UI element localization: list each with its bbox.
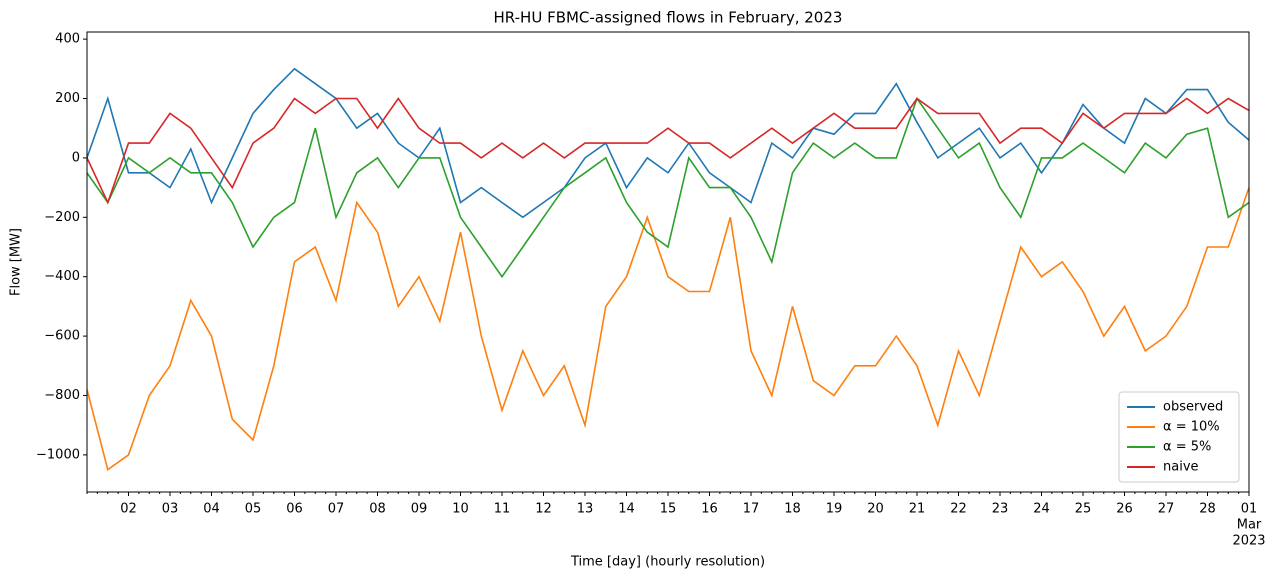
x-tick-label: 15: [660, 502, 677, 517]
legend-label: α = 10%: [1163, 420, 1220, 435]
y-axis-label: Flow [MW]: [9, 228, 24, 296]
legend-label: naive: [1163, 460, 1199, 475]
y-tick-label: −800: [44, 388, 80, 403]
y-tick-label: 0: [72, 150, 80, 165]
x-tick-label: 07: [328, 502, 345, 517]
x-tick-label: 10: [452, 502, 469, 517]
x-tick-label: 02: [120, 502, 137, 517]
x-tick-label: 11: [494, 502, 511, 517]
x-tick-label: 22: [950, 502, 967, 517]
chart-title: HR-HU FBMC-assigned flows in February, 2…: [494, 9, 843, 27]
x-tick-label: 12: [535, 502, 552, 517]
series-line: [87, 67, 1249, 219]
y-tick-label: 200: [55, 91, 80, 106]
series-line: [87, 96, 1249, 279]
x-tick-label: 28: [1199, 502, 1216, 517]
x-tick-label: 03: [162, 502, 179, 517]
x-tick-label: 04: [203, 502, 220, 517]
y-tick-label: −200: [44, 210, 80, 225]
x-tick-label: 06: [286, 502, 303, 517]
x-tick-label: 13: [577, 502, 594, 517]
x-tick-label: 23: [992, 502, 1009, 517]
x-tick-label: 01: [1241, 502, 1258, 517]
plot-frame: [86, 31, 1250, 493]
y-tick-label: −1000: [36, 447, 80, 462]
y-tick-label: 400: [55, 32, 80, 47]
x-tick-label: 21: [909, 502, 926, 517]
y-tick-label: −600: [44, 329, 80, 344]
legend-label: α = 5%: [1163, 440, 1211, 455]
legend-label: observed: [1163, 400, 1223, 415]
x-tick-label: 24: [1033, 502, 1050, 517]
y-tick-label: −400: [44, 269, 80, 284]
x-tick-label: 05: [245, 502, 262, 517]
x-tick-label: 27: [1158, 502, 1175, 517]
x-tick-label: 17: [743, 502, 760, 517]
series-line: [87, 97, 1249, 205]
x-tick-label: 18: [784, 502, 801, 517]
legend-box: [1118, 391, 1240, 483]
x-tick-label: 16: [701, 502, 718, 517]
x-tick-label: 26: [1116, 502, 1133, 517]
series-line: [87, 187, 1249, 472]
x-tick-label: 19: [826, 502, 843, 517]
x-tick-sublabel: Mar: [1237, 518, 1262, 533]
x-tick-label: 14: [618, 502, 635, 517]
x-tick-label: 20: [867, 502, 884, 517]
x-tick-label: 08: [369, 502, 386, 517]
x-tick-sublabel: 2023: [1232, 534, 1265, 549]
x-axis-label: Time [day] (hourly resolution): [570, 555, 765, 570]
x-tick-label: 09: [411, 502, 428, 517]
x-tick-label: 25: [1075, 502, 1092, 517]
